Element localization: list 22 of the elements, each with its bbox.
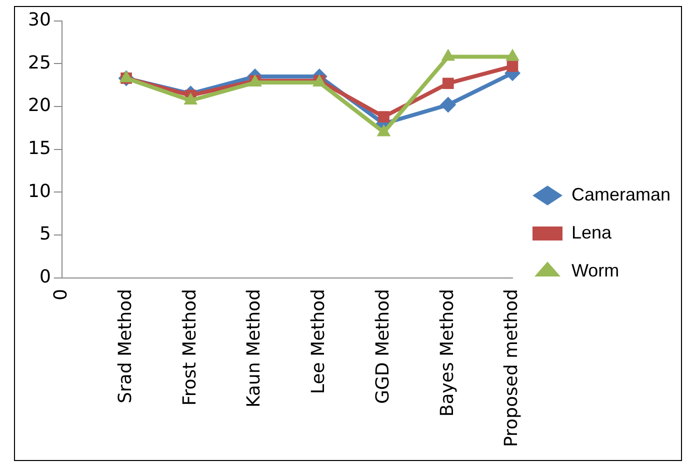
x-tick-label: Lee Method — [308, 288, 330, 394]
y-tick-label: 10 — [28, 180, 51, 202]
point — [506, 60, 518, 72]
y-tick-label: 20 — [28, 95, 51, 116]
x-tick-label: GGD Method — [372, 288, 394, 404]
y-tick-label: 5 — [39, 224, 51, 245]
x-tick-label: Frost Method — [179, 288, 200, 406]
point — [442, 78, 454, 90]
point — [440, 96, 456, 113]
y-tick-label: 15 — [28, 138, 51, 160]
x-tick-label: 0 — [50, 288, 72, 300]
x-tick-label: Proposed method — [501, 288, 522, 448]
x-tick-label: Bayes Method — [436, 288, 458, 417]
x-tick-label: Srad Method — [114, 288, 136, 404]
x-tick-label: Kaun Method — [244, 288, 265, 408]
legend-label: Cameraman — [572, 184, 671, 204]
legend-label: Lena — [572, 222, 613, 242]
y-tick-label: 30 — [28, 9, 51, 30]
point — [378, 111, 390, 122]
y-tick-label: 0 — [39, 266, 51, 288]
y-tick-label: 25 — [28, 52, 51, 74]
legend-label: Worm — [572, 260, 620, 280]
